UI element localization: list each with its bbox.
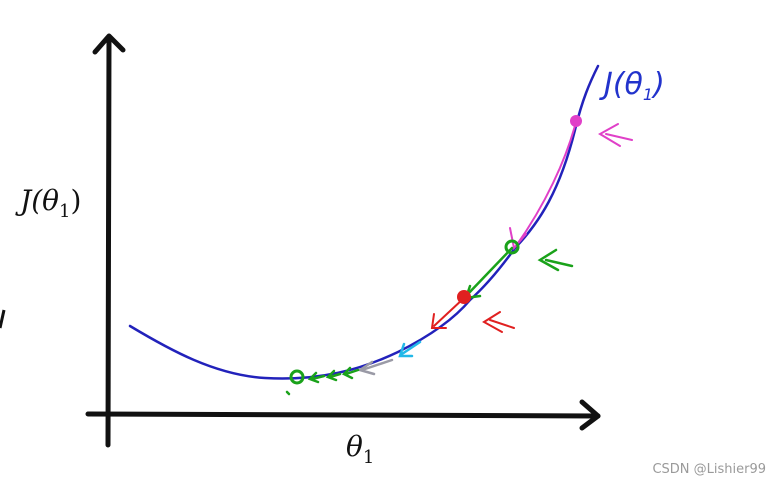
- x-axis-arrowhead: [579, 399, 601, 431]
- magenta-point: [570, 115, 582, 127]
- curve-label: J(θ1): [599, 67, 665, 104]
- y-axis: [105, 35, 112, 448]
- x-axis: [85, 411, 601, 419]
- x-axis-label: θ1: [346, 430, 374, 468]
- green-side-arrow: [537, 248, 574, 272]
- step-green-upper: [464, 246, 574, 300]
- green-small-arrow-1: [341, 366, 360, 380]
- cyan-step-path: [400, 340, 422, 356]
- red-arrowhead: [430, 313, 447, 329]
- step-green-lower: [285, 366, 360, 396]
- step-magenta: [509, 121, 633, 251]
- green-upper-point: [504, 239, 520, 255]
- cyan-arrowhead: [398, 342, 414, 358]
- y-axis-arrowhead: [92, 33, 126, 55]
- gray-arrowhead: [357, 360, 376, 376]
- green-small-arrow-2: [325, 369, 342, 382]
- red-step-path: [433, 297, 465, 327]
- red-point: [457, 290, 471, 304]
- edge-mark: [0, 309, 6, 329]
- green-step-path: [464, 246, 514, 298]
- magenta-side-arrow: [598, 123, 633, 147]
- green-small-arrow-3: [307, 371, 326, 384]
- watermark: CSDN @Lishier99: [652, 462, 766, 477]
- red-side-arrow: [482, 311, 515, 333]
- gray-step-path: [360, 358, 394, 372]
- green-tick: [285, 390, 291, 396]
- step-red: [430, 297, 515, 333]
- step-gray: [357, 358, 394, 376]
- y-axis-label: J(θ1): [15, 184, 81, 222]
- axes: [85, 33, 601, 448]
- cost-curve: [128, 64, 600, 380]
- magenta-arrowhead: [509, 227, 527, 251]
- step-cyan: [398, 340, 422, 358]
- magenta-step-path: [515, 121, 577, 247]
- green-min-point: [289, 369, 305, 385]
